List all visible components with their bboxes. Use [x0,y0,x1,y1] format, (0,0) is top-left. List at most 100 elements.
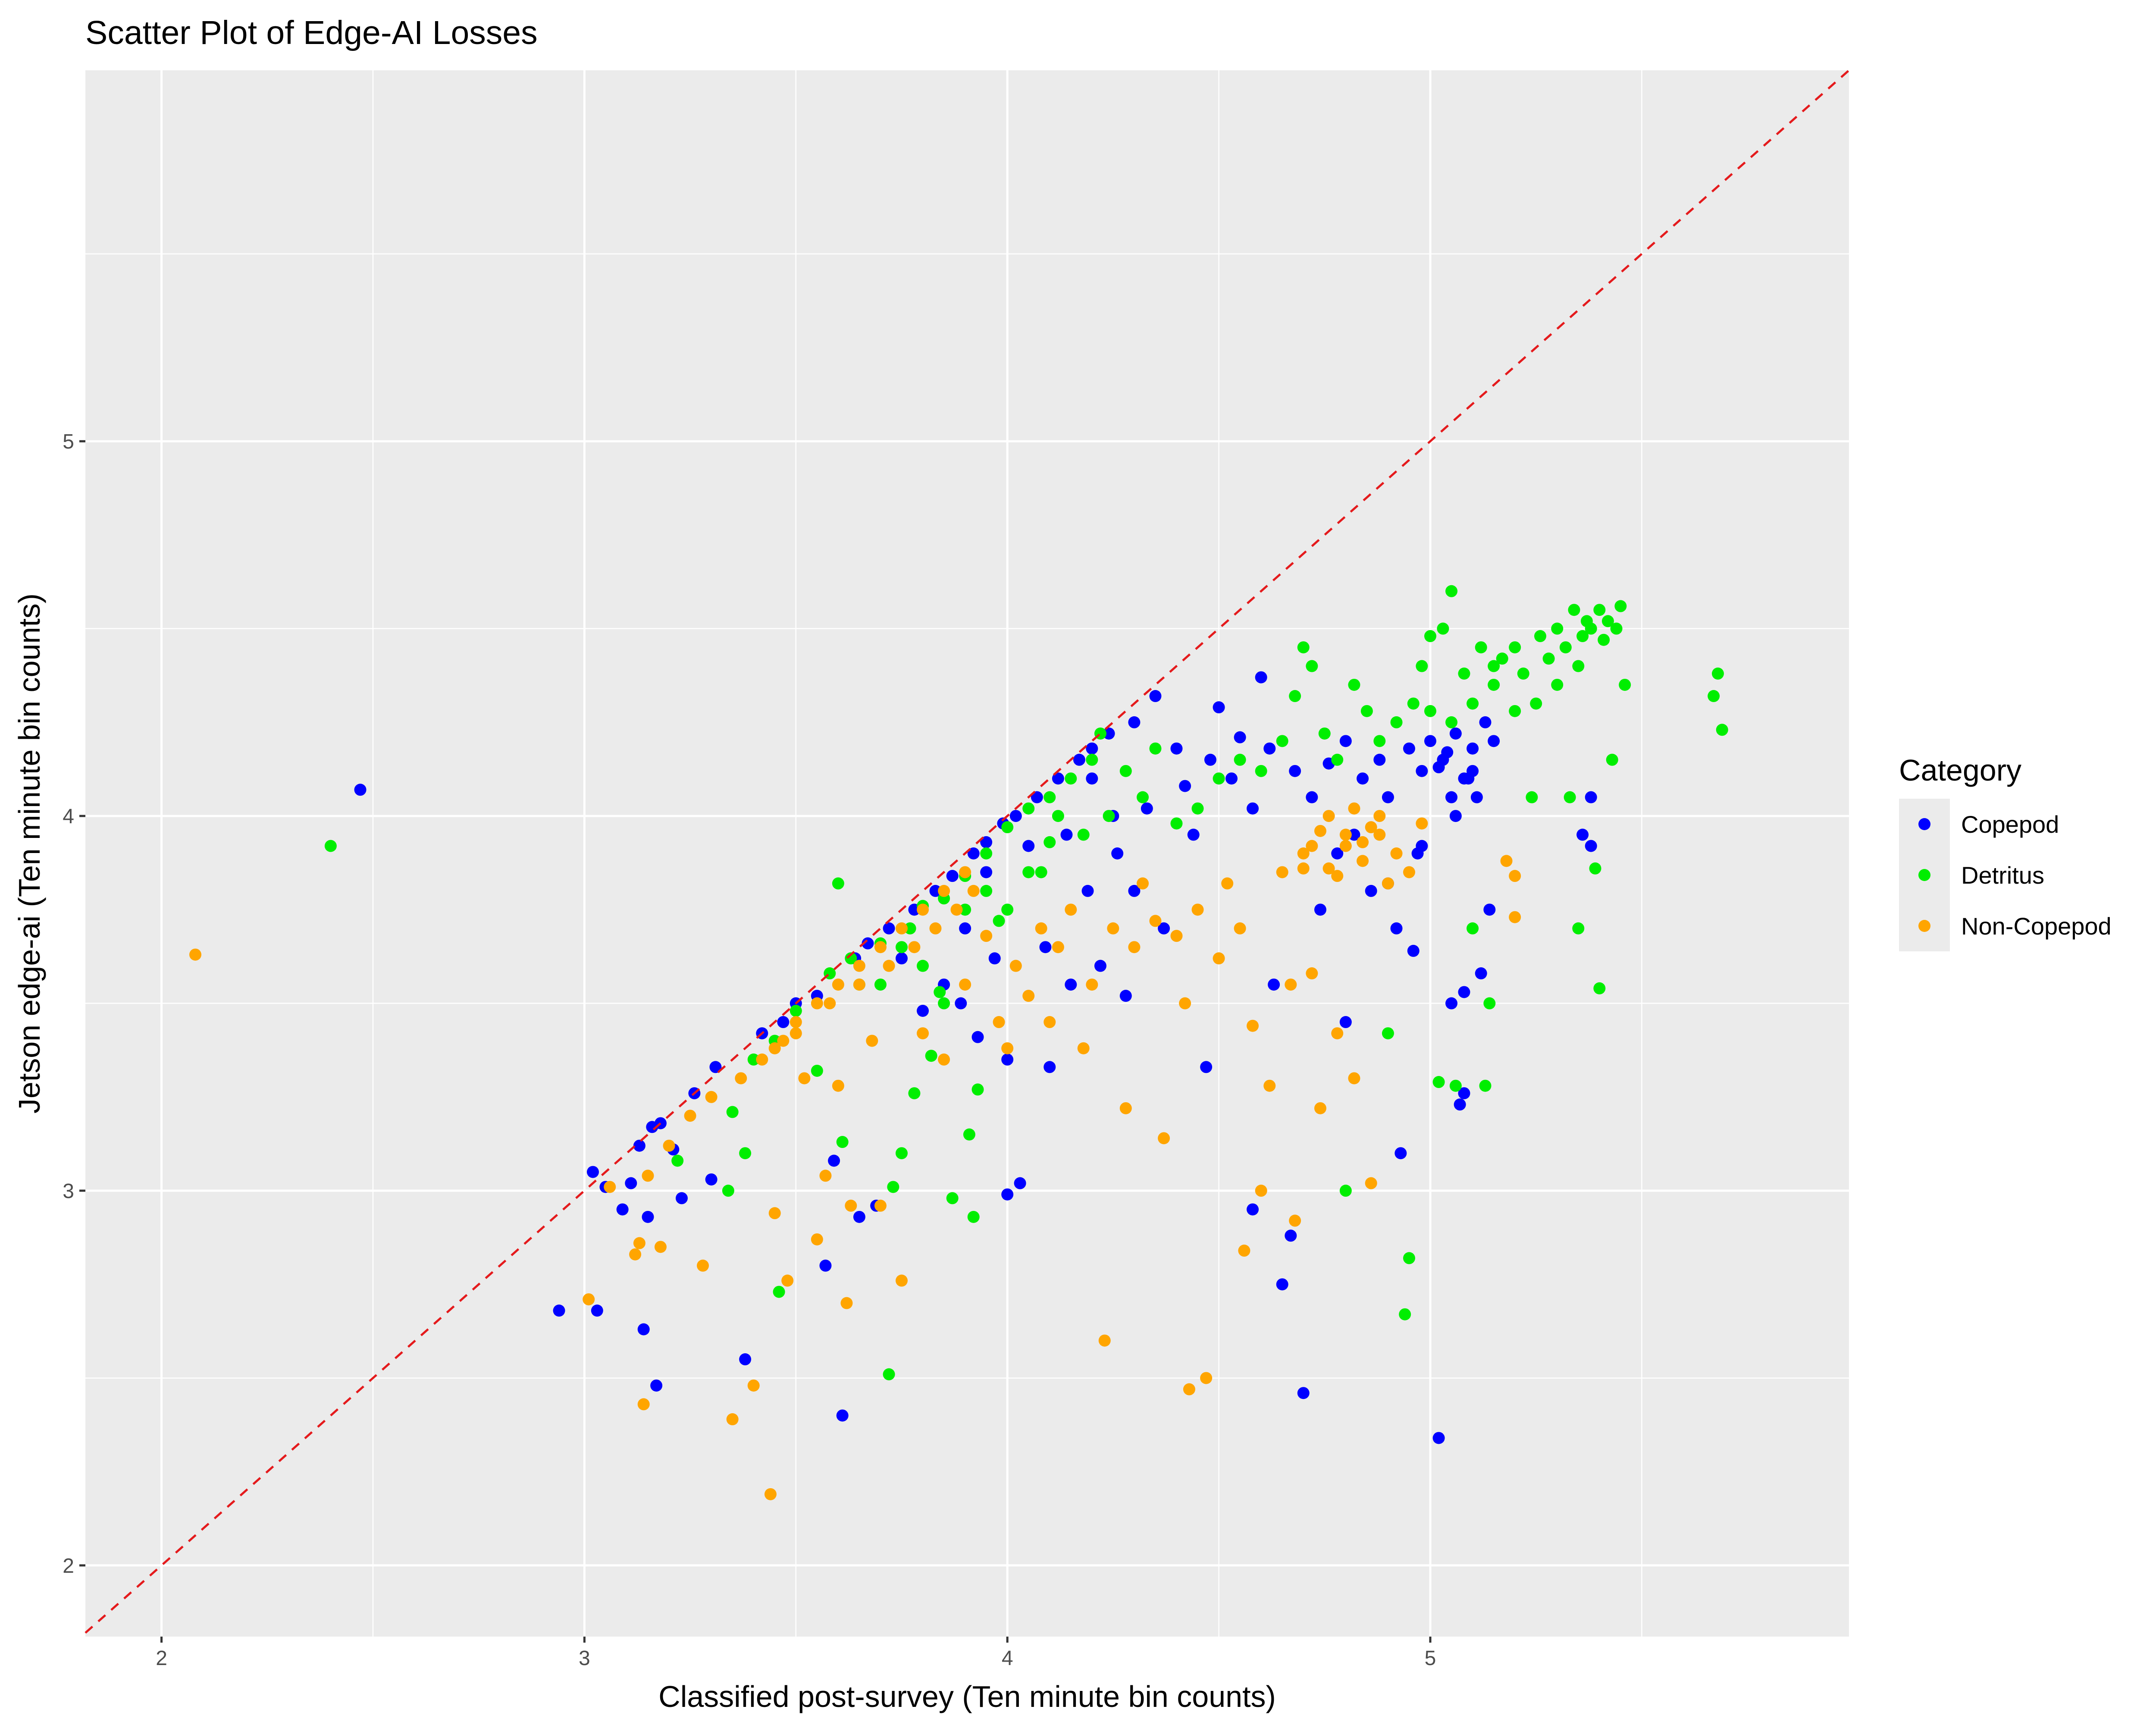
data-point-non-copepod [938,1053,950,1066]
data-point-copepod [1458,1087,1470,1100]
data-point-non-copepod [1170,930,1183,942]
data-point-detritus [1564,791,1576,803]
data-point-detritus [1614,600,1627,612]
data-point-non-copepod [629,1248,642,1261]
data-point-non-copepod [1365,821,1377,834]
data-point-detritus [1449,1079,1462,1092]
data-point-non-copepod [1285,979,1297,991]
data-point-non-copepod [1035,922,1047,935]
data-point-non-copepod [1022,990,1035,1002]
data-point-non-copepod [1382,877,1394,890]
data-point-copepod [980,836,993,848]
data-point-copepod [895,952,908,965]
data-point-copepod [637,1323,650,1336]
legend-key-detritus [1918,869,1930,881]
data-point-detritus [836,1136,849,1148]
y-tick-label: 2 [63,1555,74,1578]
legend-label-detritus: Detritus [1961,862,2044,889]
data-point-copepod [1458,986,1470,998]
data-point-non-copepod [1158,1132,1170,1145]
data-point-detritus [1589,862,1601,875]
data-point-detritus [1318,727,1331,740]
data-point-copepod [633,1139,646,1152]
data-point-copepod [1585,840,1597,852]
data-point-detritus [1022,866,1035,878]
y-axis-ticks: 2 3 4 5 [63,430,85,1578]
data-point-copepod [591,1305,603,1317]
data-point-detritus [832,877,844,890]
data-point-detritus [726,1106,739,1118]
data-point-detritus [1022,802,1035,815]
data-point-detritus [773,1286,785,1298]
data-point-detritus [1488,660,1500,672]
data-point-detritus [1467,922,1479,935]
data-point-detritus [1149,742,1162,755]
data-point-non-copepod [1403,866,1415,878]
data-point-non-copepod [832,979,844,991]
data-point-detritus [1289,690,1301,703]
data-point-copepod [1158,922,1170,935]
data-point-copepod [650,1379,663,1392]
data-point-detritus [324,840,337,852]
data-point-copepod [1263,742,1276,755]
data-point-detritus [1407,697,1420,710]
data-point-detritus [1432,1076,1445,1088]
data-point-non-copepod [1306,967,1318,980]
data-point-non-copepod [980,930,993,942]
data-point-copepod [1432,1432,1445,1444]
data-point-copepod [1276,1278,1288,1291]
data-point-copepod [1103,727,1115,740]
data-point-detritus [1052,810,1064,822]
data-point-copepod [1225,772,1238,785]
legend-label-copepod: Copepod [1961,811,2059,838]
x-tick-label: 4 [1002,1647,1013,1670]
data-point-non-copepod [840,1297,853,1309]
data-point-non-copepod [1509,911,1521,923]
data-point-detritus [895,941,908,953]
data-point-copepod [1416,765,1428,777]
data-point-non-copepod [895,922,908,935]
data-point-copepod [959,922,971,935]
data-point-detritus [963,1128,975,1141]
data-point-non-copepod [735,1072,747,1085]
data-point-copepod [1247,802,1259,815]
data-point-copepod [1445,791,1458,803]
data-point-copepod [819,1259,832,1272]
data-point-non-copepod [1107,922,1119,935]
data-point-non-copepod [1373,810,1386,822]
data-point-non-copepod [1348,1072,1360,1085]
data-point-detritus [1044,791,1056,803]
data-point-detritus [1360,705,1373,717]
data-point-copepod [616,1203,629,1216]
data-point-detritus [1001,903,1014,916]
data-point-non-copepod [1348,802,1360,815]
data-point-copepod [1331,847,1344,859]
data-point-non-copepod [1314,1102,1326,1114]
data-point-copepod [553,1305,565,1317]
data-point-non-copepod [1373,828,1386,841]
data-point-detritus [993,915,1005,927]
data-point-copepod [1073,753,1085,766]
data-point-non-copepod [747,1379,760,1392]
data-point-detritus [1137,791,1149,803]
data-point-copepod [1001,1053,1014,1066]
data-point-detritus [1530,697,1542,710]
data-point-non-copepod [1149,915,1162,927]
data-point-non-copepod [756,1053,768,1066]
data-point-detritus [1445,585,1458,597]
data-point-non-copepod [959,979,971,991]
data-point-copepod [1339,1016,1352,1029]
data-point-non-copepod [1137,877,1149,890]
data-point-non-copepod [993,1016,1005,1029]
data-point-copepod [1247,1203,1259,1216]
data-point-detritus [1399,1308,1411,1320]
data-point-non-copepod [1119,1102,1132,1114]
x-axis-ticks: 2 3 4 5 [156,1637,1436,1670]
data-point-copepod [1576,828,1589,841]
chart-title: Scatter Plot of Edge-AI Losses [85,14,538,51]
data-point-non-copepod [1221,877,1234,890]
data-point-non-copepod [1234,922,1246,935]
data-point-detritus [1458,667,1470,680]
data-point-detritus [1572,922,1585,935]
